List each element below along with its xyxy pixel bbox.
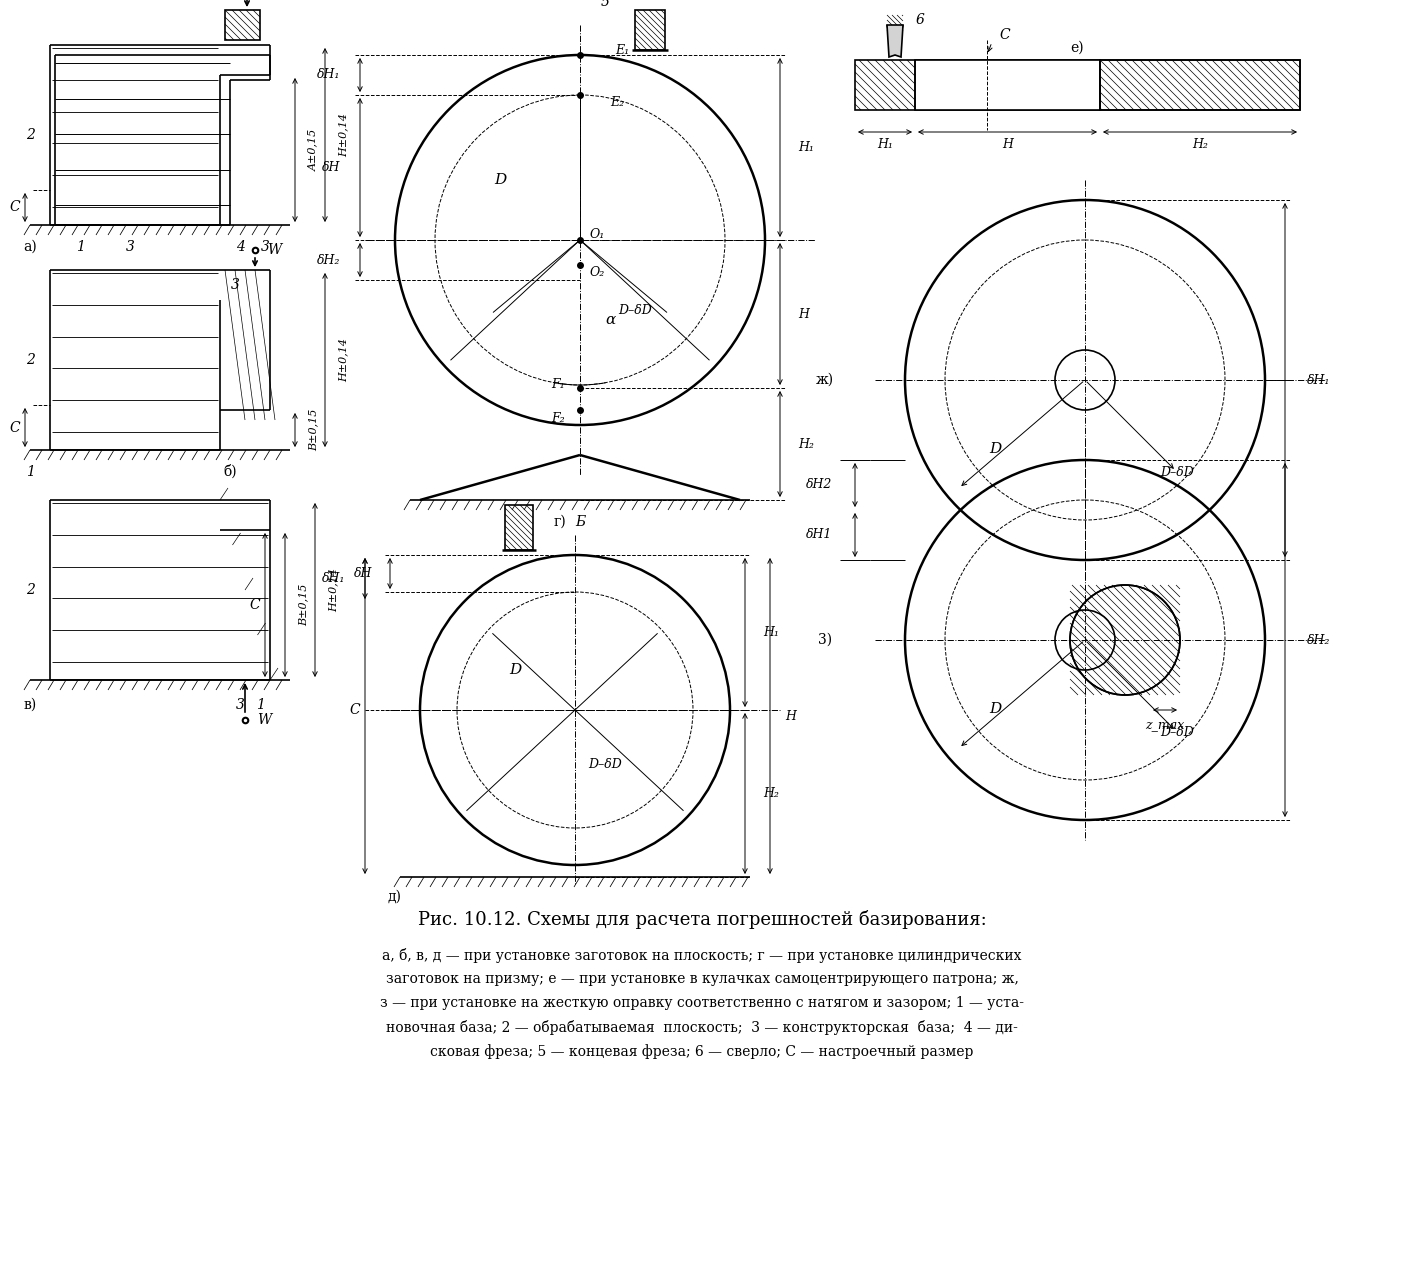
Bar (504, 506, 532, 550)
Text: D: D (495, 174, 506, 188)
Text: е): е) (1071, 41, 1083, 54)
Text: α: α (606, 313, 615, 327)
Text: C: C (250, 598, 260, 612)
Text: H₁: H₁ (798, 141, 813, 155)
Text: D: D (989, 442, 1002, 456)
Bar (915, 60, 1100, 110)
Text: W: W (257, 713, 271, 727)
Text: з — при установке на жесткую оправку соответственно с натягом и зазором; 1 — уст: з — при установке на жесткую оправку соо… (379, 996, 1024, 1010)
Text: F₂: F₂ (551, 412, 565, 424)
Text: д): д) (388, 889, 402, 903)
Text: C: C (1000, 28, 1010, 42)
Text: W: W (267, 243, 281, 257)
Text: δH1: δH1 (805, 528, 832, 541)
Text: D–δD: D–δD (1161, 726, 1194, 739)
Text: заготовок на призму; е — при установке в кулачках самоцентрирующего патрона; ж,: заготовок на призму; е — при установке в… (385, 972, 1019, 986)
Text: δH: δH (322, 161, 340, 174)
Text: сковая фреза; 5 — концевая фреза; 6 — сверло; С — настроечный размер: сковая фреза; 5 — концевая фреза; 6 — св… (430, 1044, 974, 1059)
Text: C: C (10, 200, 20, 214)
Text: г): г) (554, 514, 566, 530)
Text: 2: 2 (25, 353, 35, 367)
Text: δH₁: δH₁ (316, 68, 340, 81)
Text: H₂: H₂ (1191, 138, 1208, 151)
Text: 5: 5 (600, 0, 610, 9)
Bar (1100, 60, 1300, 110)
Text: H₁: H₁ (877, 138, 894, 151)
Text: H±0,14: H±0,14 (339, 113, 348, 157)
Bar (635, 10, 665, 49)
Text: C: C (350, 703, 360, 717)
Text: H: H (785, 710, 795, 722)
Polygon shape (887, 25, 903, 57)
Bar (225, 10, 260, 41)
Text: δH₁: δH₁ (322, 571, 346, 585)
Text: 2: 2 (25, 583, 35, 597)
Text: в): в) (24, 698, 37, 712)
Text: а): а) (22, 239, 37, 253)
Text: B±0,15: B±0,15 (308, 409, 318, 451)
Text: δH: δH (354, 568, 372, 580)
Text: H: H (1002, 138, 1013, 151)
Text: D–δD: D–δD (589, 759, 622, 772)
Text: H±0,14: H±0,14 (339, 338, 348, 381)
Text: 1: 1 (25, 465, 35, 479)
Text: 3: 3 (236, 698, 244, 712)
Text: δH₂: δH₂ (316, 253, 340, 266)
Text: D–δD: D–δD (618, 304, 652, 317)
Text: E₂: E₂ (610, 96, 624, 109)
Text: H₂: H₂ (798, 437, 813, 451)
Text: 3: 3 (260, 239, 270, 253)
Text: 3: 3 (125, 239, 135, 253)
Text: D–δD: D–δD (1161, 465, 1194, 479)
Text: H±0,14: H±0,14 (327, 568, 339, 612)
Text: 3: 3 (230, 277, 239, 291)
Text: O₂: O₂ (590, 266, 606, 280)
Text: б): б) (223, 465, 237, 479)
Text: D: D (509, 663, 521, 677)
Text: Рис. 10.12. Схемы для расчета погрешностей базирования:: Рис. 10.12. Схемы для расчета погрешност… (417, 910, 986, 929)
Text: 1: 1 (76, 239, 84, 253)
Text: новочная база; 2 — обрабатываемая  плоскость;  3 — конструкторская  база;  4 — д: новочная база; 2 — обрабатываемая плоско… (386, 1020, 1019, 1035)
Text: O₁: O₁ (590, 228, 606, 242)
Text: 4: 4 (236, 239, 244, 253)
Text: F₁: F₁ (551, 379, 565, 392)
Text: H₂: H₂ (763, 787, 778, 799)
Bar (856, 60, 1300, 110)
Text: ж): ж) (816, 372, 835, 386)
Text: 3): 3) (818, 634, 832, 647)
Text: H: H (798, 308, 809, 321)
Text: δH₁: δH₁ (1307, 374, 1331, 386)
Text: а, б, в, д — при установке заготовок на плоскость; г — при установке цилиндричес: а, б, в, д — при установке заготовок на … (382, 948, 1021, 963)
Text: δH2: δH2 (805, 479, 832, 492)
Text: Б: Б (575, 514, 584, 530)
Text: 1: 1 (256, 698, 264, 712)
Text: C: C (10, 421, 20, 435)
Text: δH₂: δH₂ (1307, 634, 1331, 646)
Text: E₁: E₁ (615, 43, 629, 57)
Text: 6: 6 (916, 13, 924, 27)
Text: z_max: z_max (1145, 718, 1184, 731)
Text: D: D (989, 702, 1002, 716)
Text: B±0,15: B±0,15 (298, 584, 308, 626)
Text: A±0,15: A±0,15 (308, 129, 318, 171)
Text: 2: 2 (25, 128, 35, 142)
Text: H₁: H₁ (763, 626, 778, 639)
